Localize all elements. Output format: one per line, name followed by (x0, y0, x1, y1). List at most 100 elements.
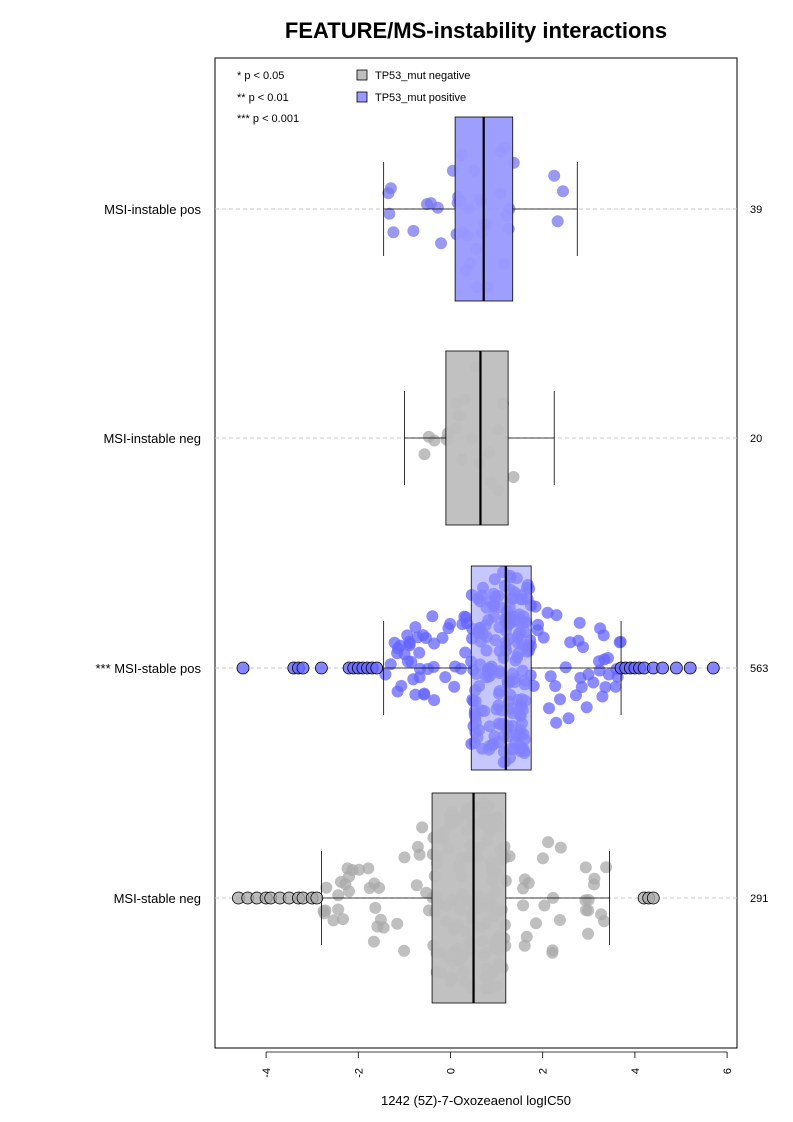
data-point (597, 629, 610, 642)
data-point (411, 840, 424, 853)
x-tick-label: -2 (353, 1068, 365, 1078)
data-point (579, 861, 592, 874)
data-point (363, 882, 376, 894)
data-point (518, 939, 531, 952)
group-count: 39 (750, 204, 762, 216)
data-point (562, 712, 575, 725)
data-point (409, 621, 422, 634)
data-point (542, 836, 555, 849)
data-point (426, 610, 439, 623)
data-point (403, 639, 416, 652)
data-point (387, 226, 400, 239)
group-count: 291 (750, 893, 768, 905)
data-point (371, 920, 384, 933)
data-point (332, 889, 345, 902)
outlier-point (646, 891, 660, 905)
data-point (588, 872, 601, 885)
data-point (420, 632, 432, 644)
outlier-point (706, 661, 720, 675)
data-point (431, 201, 444, 214)
data-point (391, 917, 404, 930)
outlier-point (314, 661, 328, 675)
data-point (459, 646, 472, 659)
data-point (416, 821, 429, 834)
box (445, 350, 509, 526)
outlier-point (370, 661, 384, 675)
data-point (548, 169, 561, 182)
group-label: MSI-stable neg (114, 891, 201, 906)
data-point (520, 930, 533, 943)
data-point (448, 680, 461, 693)
data-point (395, 679, 408, 692)
data-point (388, 636, 401, 649)
data-point (536, 852, 549, 865)
data-point (384, 182, 397, 195)
data-point (546, 946, 559, 959)
data-point (439, 671, 452, 684)
data-point (319, 904, 332, 917)
data-point (418, 688, 431, 701)
outlier-point (236, 661, 250, 675)
data-point (507, 471, 520, 483)
data-point (409, 688, 422, 701)
data-point (613, 636, 626, 649)
data-point (551, 215, 564, 228)
plot-frame (214, 57, 738, 1049)
data-point (459, 611, 472, 624)
data-point (379, 668, 392, 681)
box (470, 565, 532, 771)
x-tick-label: -4 (261, 1068, 273, 1078)
sig-legend-3: *** p < 0.001 (237, 113, 299, 125)
data-point (367, 935, 380, 948)
box (431, 792, 507, 1004)
data-point (549, 680, 562, 692)
group-label: *** MSI-stable pos (96, 661, 202, 676)
data-point (575, 681, 588, 693)
data-point (320, 881, 333, 894)
data-point (582, 927, 595, 940)
data-point (327, 914, 340, 927)
data-point (413, 646, 426, 659)
data-point (427, 660, 440, 673)
data-point (337, 913, 349, 926)
legend-label-negative: TP53_mut negative (375, 70, 470, 82)
data-point (580, 701, 593, 714)
legend-swatch-negative (356, 69, 368, 81)
data-point (420, 886, 433, 899)
data-point (428, 694, 441, 707)
outlier-point (670, 661, 683, 675)
data-point (550, 716, 563, 729)
data-point (572, 634, 585, 647)
data-point (418, 448, 431, 461)
data-point (574, 671, 587, 684)
group-label: MSI-instable pos (104, 202, 201, 217)
data-point (529, 600, 542, 613)
data-point (401, 629, 414, 642)
data-point (531, 624, 544, 637)
legend-swatch-positive (356, 91, 368, 103)
data-point (346, 864, 359, 876)
data-point (444, 617, 457, 630)
group-count: 20 (750, 433, 762, 445)
chart-title: FEATURE/MS-instability interactions (285, 18, 667, 43)
outlier-point (296, 661, 310, 675)
sig-legend-1: * p < 0.05 (237, 70, 284, 82)
data-point (332, 903, 345, 916)
data-point (543, 702, 555, 715)
data-point (383, 207, 396, 220)
data-point (593, 655, 605, 668)
data-point (405, 655, 418, 668)
group-count: 563 (750, 663, 768, 675)
x-tick-label: 0 (446, 1068, 458, 1074)
data-point (517, 899, 530, 912)
data-point (554, 841, 567, 854)
data-point (369, 901, 382, 914)
data-point (410, 879, 423, 892)
data-point (554, 693, 566, 706)
data-point (422, 430, 435, 443)
legend-label-positive: TP53_mut positive (375, 92, 466, 104)
data-point (538, 899, 551, 912)
x-axis-label: 1242 (5Z)-7-Oxozeaenol logIC50 (381, 1093, 571, 1108)
data-point (541, 606, 554, 619)
